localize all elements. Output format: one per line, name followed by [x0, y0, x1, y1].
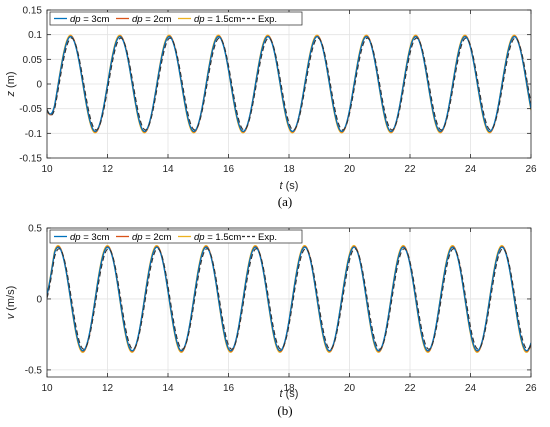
- x-tick-label: 26: [525, 383, 537, 394]
- chart-panel-a: 10 12 14 16 18 20 22 24 26 -0.15 -0.1 -0.05 0 0.05 0.1…: [5, 6, 537, 210]
- x-tick-label: 10: [41, 383, 53, 394]
- x-tick-label: 26: [525, 164, 537, 175]
- x-tick-label: 14: [162, 164, 174, 175]
- x-tick-label: 18: [283, 383, 295, 394]
- series-line--3cm: [47, 35, 531, 133]
- series-line-exp-: [47, 248, 531, 350]
- legend-entry: dp = 3cm: [70, 232, 109, 243]
- y-tick-label: 0.1: [28, 30, 42, 41]
- y-tick-label: -0.1: [25, 129, 43, 140]
- y-tick-label: -0.15: [19, 154, 42, 165]
- x-axis-label: t (s): [280, 180, 299, 192]
- panel-caption: (b): [277, 403, 292, 418]
- y-tick-label: -0.5: [25, 365, 43, 376]
- x-tick-label: 20: [344, 164, 356, 175]
- x-tick-label: 20: [344, 383, 356, 394]
- x-tick-label: 22: [404, 164, 416, 175]
- legend-box: [49, 229, 303, 244]
- legend: dp = 3cm dp = 2cm dp = 1.5cm Exp.: [49, 11, 303, 26]
- x-tick-label: 16: [223, 383, 235, 394]
- chart-panel-b: 10 12 14 16 18 20 22 24 26 -0.5 0 0.5 t (s) v (m/s) (b…: [5, 224, 537, 419]
- y-tick-label: 0.15: [23, 6, 43, 17]
- legend-entry: dp = 2cm: [132, 14, 171, 25]
- x-tick-label: 18: [283, 164, 295, 175]
- x-tick-label: 24: [465, 164, 477, 175]
- legend-entry: dp = 3cm: [70, 14, 109, 25]
- x-tick-label: 14: [162, 383, 174, 394]
- series-line-exp-: [47, 37, 531, 131]
- y-axis-label: z (m): [5, 71, 17, 97]
- y-tick-label: 0.05: [23, 55, 43, 66]
- y-tick-label: 0: [36, 80, 42, 91]
- x-tick-label: 10: [41, 164, 53, 175]
- x-tick-label: 22: [404, 383, 416, 394]
- legend: dp = 3cm dp = 2cm dp = 1.5cm Exp.: [49, 229, 303, 244]
- y-axis-label: v (m/s): [5, 286, 17, 320]
- y-tick-label: 0.5: [28, 224, 42, 235]
- x-tick-label: 12: [102, 164, 114, 175]
- legend-entry: dp = 1.5cm: [194, 232, 241, 243]
- legend-entry: Exp.: [258, 232, 277, 243]
- x-tick-label: 24: [465, 383, 477, 394]
- x-tick-label: 12: [102, 383, 114, 394]
- y-tick-label: -0.05: [19, 104, 42, 115]
- x-axis-label: t (s): [280, 388, 299, 400]
- series-line--3cm: [47, 246, 531, 352]
- legend-entry: dp = 1.5cm: [194, 14, 241, 25]
- legend-entry: Exp.: [258, 14, 277, 25]
- legend-entry: dp = 2cm: [132, 232, 171, 243]
- panel-caption: (a): [278, 194, 292, 209]
- legend-box: [49, 11, 303, 26]
- y-tick-label: 0: [36, 294, 42, 305]
- x-tick-label: 16: [223, 164, 235, 175]
